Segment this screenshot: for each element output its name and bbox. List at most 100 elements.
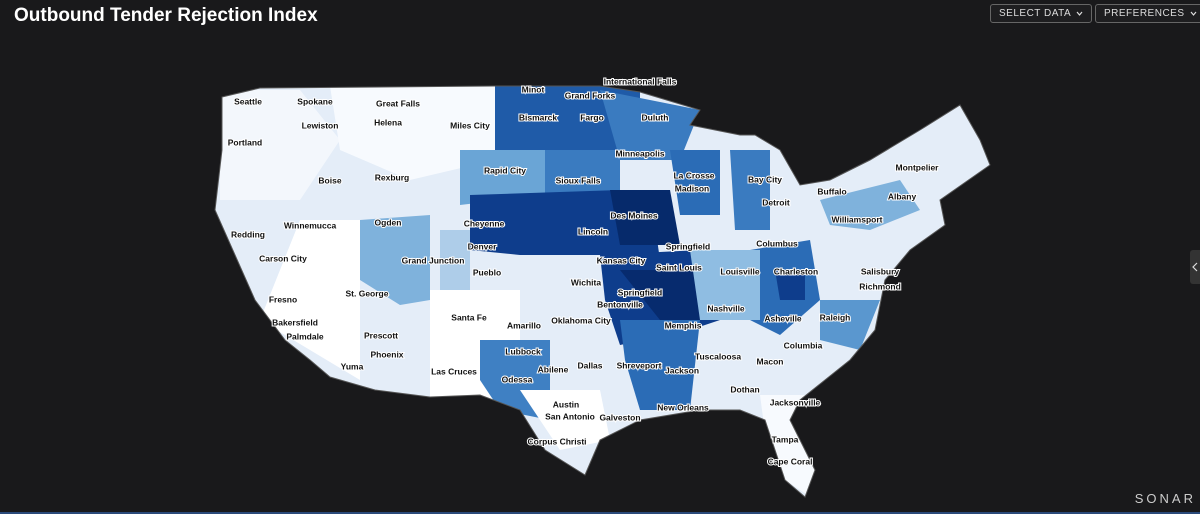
city-label: Fargo <box>580 112 604 122</box>
region <box>470 190 660 260</box>
city-label: Dothan <box>730 384 759 394</box>
preferences-button[interactable]: PREFERENCES <box>1095 4 1200 23</box>
page-title: Outbound Tender Rejection Index <box>14 5 318 26</box>
city-label: Pueblo <box>473 267 501 277</box>
city-label: Detroit <box>762 197 790 207</box>
city-label: Saint Louis <box>656 262 702 272</box>
city-label: Nashville <box>707 303 745 313</box>
region <box>775 270 805 300</box>
city-label: San Antonio <box>545 411 595 421</box>
city-label: Asheville <box>764 313 802 323</box>
city-label: Dallas <box>577 360 602 370</box>
side-tab[interactable] <box>1190 250 1200 284</box>
city-label: Helena <box>374 117 402 127</box>
city-label: Bakersfield <box>272 317 318 327</box>
city-label: Portland <box>228 137 262 147</box>
region <box>440 230 470 290</box>
region <box>730 150 770 230</box>
city-label: Lincoln <box>578 226 608 236</box>
city-label: Cape Coral <box>768 456 813 466</box>
city-label: Raleigh <box>820 312 851 322</box>
city-label: Galveston <box>599 412 640 422</box>
city-label: Bentonville <box>597 299 643 309</box>
city-label: Odessa <box>502 374 533 384</box>
city-label: Springfield <box>618 287 662 297</box>
city-label: Kansas City <box>597 255 646 265</box>
city-label: Duluth <box>642 112 669 122</box>
city-label: Springfield <box>666 241 710 251</box>
city-label: Macon <box>757 356 784 366</box>
region <box>620 320 700 410</box>
city-label: Memphis <box>665 320 702 330</box>
city-label: St. George <box>346 288 389 298</box>
region <box>820 180 920 230</box>
city-label: Jackson <box>665 365 699 375</box>
button-label: SELECT DATA <box>999 8 1072 19</box>
city-label: Sioux Falls <box>556 175 601 185</box>
city-label: Corpus Christi <box>527 436 586 446</box>
city-label: Lewiston <box>302 120 339 130</box>
chevron <box>1076 11 1083 16</box>
city-label: International Falls <box>604 76 677 86</box>
city-label: La Crosse <box>673 170 714 180</box>
city-label: Amarillo <box>507 320 541 330</box>
city-label: Seattle <box>234 96 262 106</box>
city-label: Albany <box>888 191 917 201</box>
city-label: Phoenix <box>370 349 403 359</box>
button-label: PREFERENCES <box>1104 8 1185 19</box>
city-label: Columbus <box>756 238 798 248</box>
city-label: Minneapolis <box>615 148 664 158</box>
city-label: Yuma <box>341 361 364 371</box>
region <box>360 215 430 305</box>
city-label: Grand Forks <box>565 90 616 100</box>
city-label: Richmond <box>859 281 901 291</box>
select-data-button[interactable]: SELECT DATA <box>990 4 1093 23</box>
city-label: New Orleans <box>657 402 709 412</box>
city-label: Santa Fe <box>451 312 487 322</box>
city-label: Montpelier <box>896 162 940 172</box>
city-label: Palmdale <box>286 331 324 341</box>
city-label: Rexburg <box>375 172 409 182</box>
city-label: Denver <box>468 241 498 251</box>
city-label: Wichita <box>571 277 601 287</box>
chevron <box>1192 262 1198 272</box>
region <box>670 150 720 215</box>
city-label: Bismarck <box>519 112 558 122</box>
city-label: Miles City <box>450 120 490 130</box>
region <box>330 86 495 180</box>
region <box>545 150 620 200</box>
region <box>460 150 545 205</box>
region <box>600 90 700 160</box>
city-label: Jacksonville <box>770 397 821 407</box>
city-label: Abilene <box>538 364 569 374</box>
city-label: Salisbury <box>861 266 900 276</box>
city-label: Great Falls <box>376 98 420 108</box>
city-label: Las Cruces <box>431 366 477 376</box>
city-label: Des Moines <box>610 210 658 220</box>
region <box>520 390 610 450</box>
region <box>610 190 680 245</box>
city-label: Fresno <box>269 294 297 304</box>
city-label: Tuscaloosa <box>695 351 741 361</box>
city-label: Charleston <box>774 266 818 276</box>
city-label: Austin <box>553 399 579 409</box>
city-label: Louisville <box>720 266 759 276</box>
city-label: Redding <box>231 229 265 239</box>
bottom-line <box>0 512 1200 514</box>
region <box>260 220 360 380</box>
city-label: Boise <box>318 175 341 185</box>
city-label: Tampa <box>772 434 799 444</box>
region <box>820 300 880 350</box>
city-label: Cheyenne <box>464 218 505 228</box>
city-label: Winnemucca <box>284 220 337 230</box>
city-label: Carson City <box>259 253 307 263</box>
city-label: Shreveport <box>617 360 662 370</box>
city-label: Bay City <box>748 174 782 184</box>
city-label: Oklahoma City <box>551 315 611 325</box>
city-label: Ogden <box>375 217 402 227</box>
brand: SONAR <box>1134 491 1196 506</box>
region <box>690 250 760 320</box>
chevron <box>1190 11 1196 16</box>
